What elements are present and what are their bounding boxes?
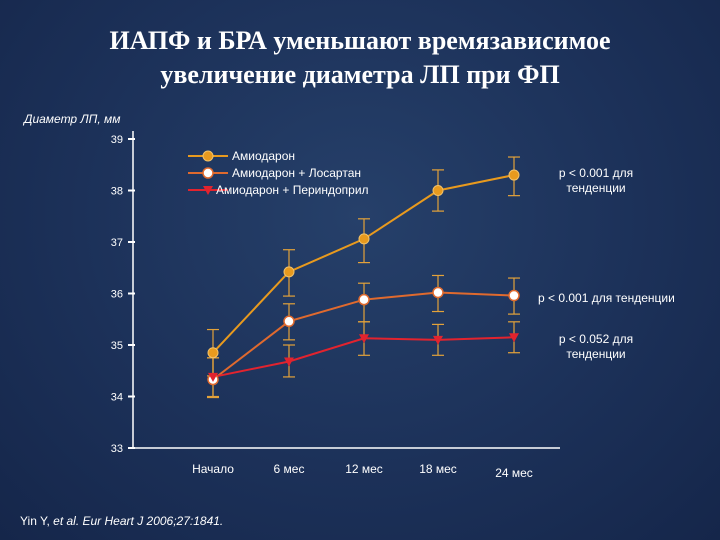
- data-point: [283, 315, 295, 328]
- citation: Yin Y, et al. Eur Heart J 2006;27:1841.: [20, 514, 223, 528]
- slide-title-line-1: ИАПФ и БРА уменьшают времязависимое: [109, 26, 611, 55]
- legend-label: Амиодарон + Периндоприл: [216, 183, 369, 197]
- y-tick-label: 39: [111, 134, 123, 146]
- x-tick-label: 18 мес: [419, 462, 457, 476]
- data-point: [508, 169, 520, 181]
- legend-label: Амиодарон + Лосартан: [232, 166, 361, 180]
- x-tick-label: 6 мес: [274, 462, 305, 476]
- trend-annotation: p < 0.001 для тенденции: [538, 291, 675, 305]
- data-point: [358, 233, 370, 245]
- legend-label: Амиодарон: [232, 149, 295, 163]
- y-tick-label: 35: [111, 340, 123, 352]
- data-point: [433, 335, 443, 345]
- data-point: [284, 357, 294, 367]
- data-point: [509, 333, 519, 343]
- data-point: [359, 334, 369, 344]
- x-tick-label: 12 мес: [345, 462, 383, 476]
- x-tick-label: 24 мес: [495, 466, 533, 480]
- y-tick-label: 36: [111, 289, 123, 301]
- y-tick-label: 37: [111, 237, 123, 249]
- trend-annotation: p < 0.052 для: [559, 332, 633, 346]
- slide-title: ИАПФ и БРА уменьшают времязависимое увел…: [40, 24, 680, 92]
- slide-title-line-2: увеличение диаметра ЛП при ФП: [160, 60, 560, 89]
- legend-marker: [202, 150, 214, 162]
- data-point: [432, 286, 444, 299]
- trend-annotation: тенденции: [566, 347, 625, 361]
- y-tick-label: 34: [111, 392, 123, 404]
- citation-reference: et al. Eur Heart J 2006;27:1841.: [53, 514, 224, 528]
- data-point: [432, 185, 444, 196]
- data-point: [207, 347, 219, 359]
- y-tick-label: 33: [111, 443, 123, 455]
- trend-annotation: p < 0.001 для: [559, 166, 633, 180]
- trend-annotation: тенденции: [566, 181, 625, 195]
- legend-marker: [202, 167, 214, 179]
- citation-authors: Yin Y,: [20, 514, 50, 528]
- y-tick-label: 38: [111, 186, 123, 198]
- legend-marker: [203, 186, 213, 195]
- data-point: [508, 289, 520, 302]
- data-point: [283, 266, 295, 278]
- y-axis-label: Диаметр ЛП, мм: [24, 112, 121, 126]
- data-point: [358, 293, 370, 306]
- x-tick-label: Начало: [192, 462, 234, 476]
- data-point: [208, 372, 218, 382]
